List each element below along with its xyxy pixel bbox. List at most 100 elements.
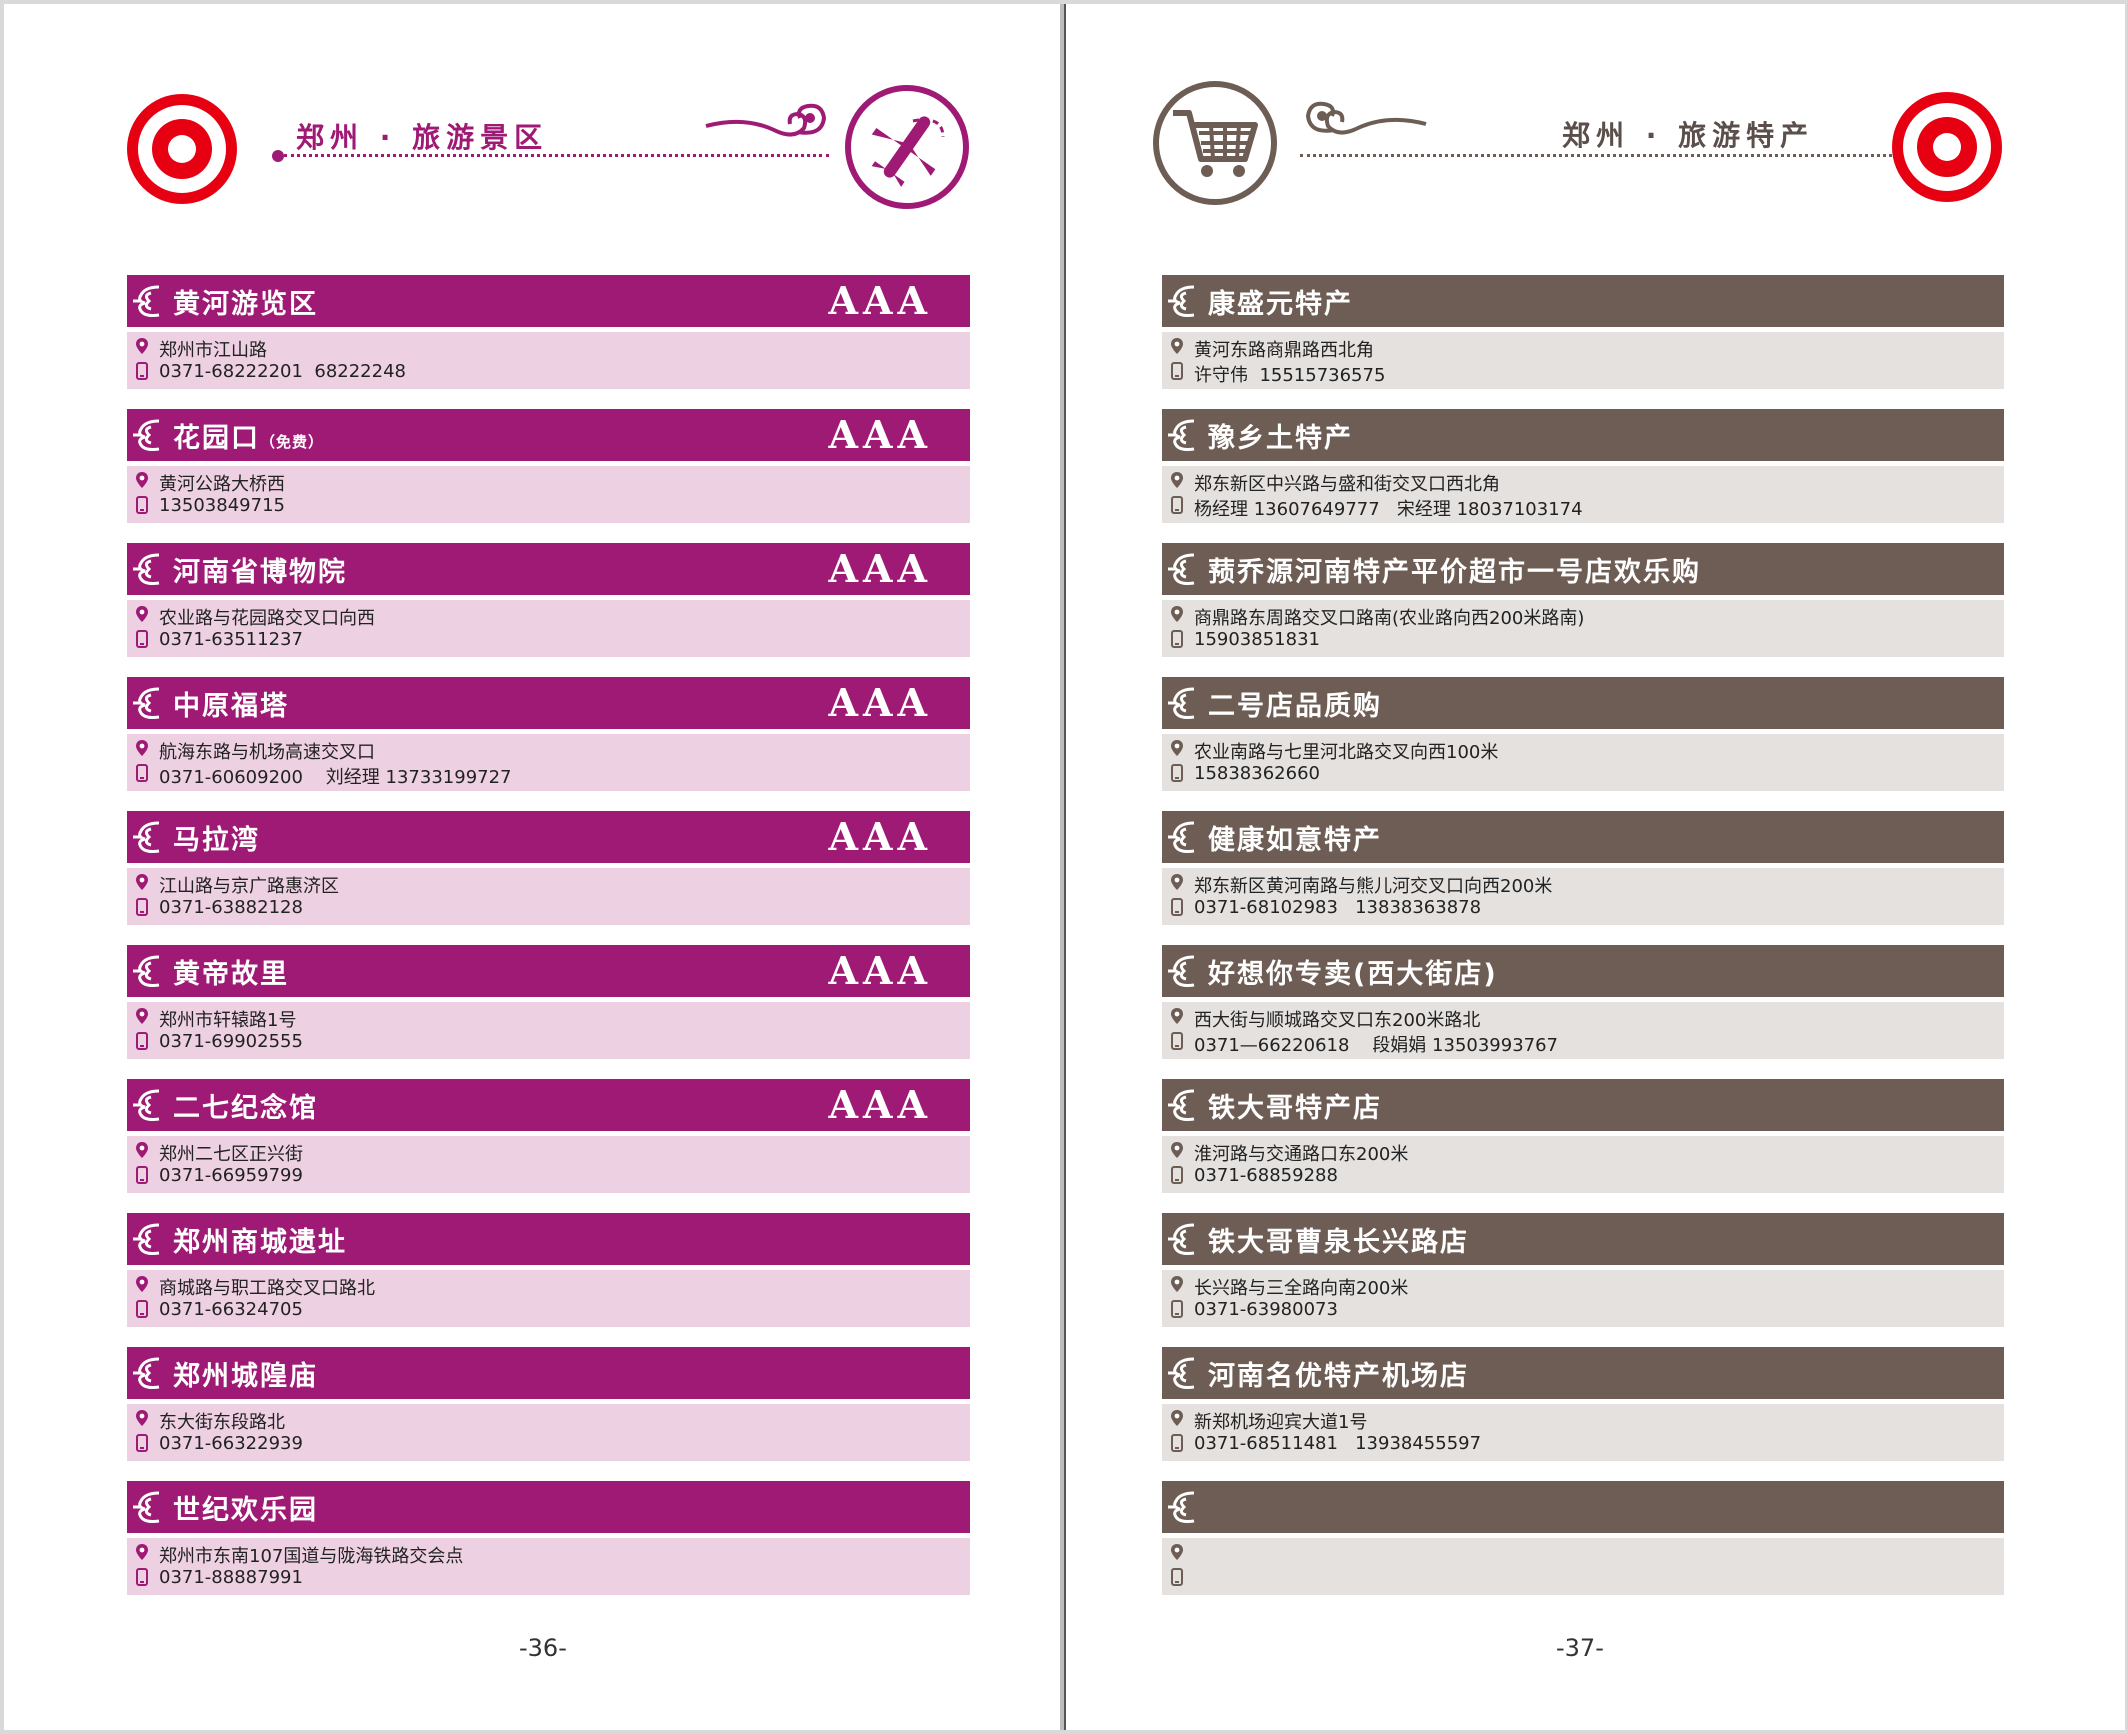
address-text: 东大街东段路北	[159, 1412, 285, 1433]
listing-name: 康盛元特产	[1208, 289, 1353, 320]
location-pin-icon	[1171, 606, 1183, 622]
location-pin-icon	[136, 1544, 148, 1560]
mobile-phone-icon	[1171, 496, 1183, 514]
listing-entry: 世纪欢乐园 郑州市东南107国道与陇海铁路交会点 0371-88887991	[127, 1481, 970, 1615]
location-pin-icon	[1171, 472, 1183, 488]
listing-name: 铁大哥曹泉长兴路店	[1208, 1227, 1469, 1258]
listing-title-bar: 二七纪念馆 AAA	[127, 1079, 970, 1131]
address-text: 江山路与京广路惠济区	[159, 876, 339, 897]
left-header-title: 郑州 · 旅游景区	[296, 121, 549, 154]
listing-info: 郑东新区中兴路与盛和街交叉口西北角 杨经理 13607649777 宋经理 180…	[1162, 466, 2004, 523]
phone-text: 13503849715	[159, 495, 285, 516]
chinese-knot-icon	[1168, 419, 1195, 451]
rating-badge: AAA	[828, 1082, 932, 1127]
listing-info: 黄河东路商鼎路西北角 许守伟 15515736575	[1162, 332, 2004, 389]
chinese-knot-icon	[1168, 285, 1195, 317]
listing-entry: 郑州城隍庙 东大街东段路北 0371-66322939	[127, 1347, 970, 1481]
mobile-phone-icon	[1171, 1434, 1183, 1452]
listing-entry: 花园口（免费） AAA 黄河公路大桥西 13503849715	[127, 409, 970, 543]
listing-name: 二号店品质购	[1208, 691, 1382, 722]
cloud-ornament-icon	[705, 103, 827, 137]
mobile-phone-icon	[1171, 898, 1183, 916]
book-spine	[1060, 4, 1064, 1730]
chinese-knot-icon	[133, 1223, 160, 1255]
listing-title-bar: 铁大哥特产店	[1162, 1079, 2004, 1131]
listing-title-bar: 世纪欢乐园	[127, 1481, 970, 1533]
listing-info: 淮河路与交通路口东200米 0371-68859288	[1162, 1136, 2004, 1193]
header-dotted-line	[1300, 154, 1910, 157]
rating-badge: AAA	[828, 948, 932, 993]
listing-entry: 中原福塔 AAA 航海东路与机场高速交叉口 0371-60609200 刘经理 137…	[127, 677, 970, 811]
listing-info: 商鼎路东周路交叉口路南(农业路向西200米路南) 15903851831	[1162, 600, 2004, 657]
chinese-knot-icon	[1168, 553, 1195, 585]
phone-text: 0371-68511481 13938455597	[1194, 1433, 1482, 1454]
phone-text: 15903851831	[1194, 629, 1320, 650]
mobile-phone-icon	[136, 1434, 148, 1452]
mobile-phone-icon	[1171, 1300, 1183, 1318]
listing-entry: 郑州商城遗址 商城路与职工路交叉口路北 0371-66324705	[127, 1213, 970, 1347]
listing-title-bar: 铁大哥曹泉长兴路店	[1162, 1213, 2004, 1265]
listing-title-bar: 黄河游览区 AAA	[127, 275, 970, 327]
listing-title-bar: 蓣乔源河南特产平价超市一号店欢乐购	[1162, 543, 2004, 595]
listing-name: 二七纪念馆	[173, 1093, 318, 1124]
address-text: 商鼎路东周路交叉口路南(农业路向西200米路南)	[1194, 608, 1585, 629]
address-text: 郑东新区黄河南路与熊儿河交叉口向西200米	[1194, 876, 1553, 897]
listing-title-bar: 马拉湾 AAA	[127, 811, 970, 863]
chinese-knot-icon	[1168, 1491, 1195, 1523]
address-text: 西大街与顺城路交叉口东200米路北	[1194, 1010, 1481, 1031]
listing-info	[1162, 1538, 2004, 1595]
mobile-phone-icon	[136, 1568, 148, 1586]
listing-name: 黄帝故里	[173, 959, 289, 990]
address-text: 黄河东路商鼎路西北角	[1194, 340, 1374, 361]
location-pin-icon	[1171, 1276, 1183, 1292]
listing-title-bar	[1162, 1481, 2004, 1533]
listing-entry: 健康如意特产 郑东新区黄河南路与熊儿河交叉口向西200米 0371-68102983…	[1162, 811, 2004, 945]
location-pin-icon	[136, 1008, 148, 1024]
chinese-knot-icon	[133, 285, 160, 317]
mobile-phone-icon	[1171, 1032, 1183, 1050]
address-text: 淮河路与交通路口东200米	[1194, 1144, 1409, 1165]
mobile-phone-icon	[136, 1300, 148, 1318]
address-text: 郑州市江山路	[159, 340, 267, 361]
listing-entry: 二号店品质购 农业南路与七里河北路交叉向西100米 15838362660	[1162, 677, 2004, 811]
listing-entry: 蓣乔源河南特产平价超市一号店欢乐购 商鼎路东周路交叉口路南(农业路向西200米路南…	[1162, 543, 2004, 677]
location-pin-icon	[136, 472, 148, 488]
chinese-knot-icon	[133, 419, 160, 451]
chinese-knot-icon	[1168, 687, 1195, 719]
mobile-phone-icon	[136, 898, 148, 916]
listing-info: 郑州市轩辕路1号 0371-69902555	[127, 1002, 970, 1059]
phone-text: 0371-60609200 刘经理 13733199727	[159, 767, 512, 788]
listing-info: 郑州市江山路 0371-68222201 68222248	[127, 332, 970, 389]
listing-entry: 马拉湾 AAA 江山路与京广路惠济区 0371-63882128	[127, 811, 970, 945]
location-pin-icon	[136, 740, 148, 756]
listing-entry: 铁大哥特产店 淮河路与交通路口东200米 0371-68859288	[1162, 1079, 2004, 1213]
mobile-phone-icon	[136, 1032, 148, 1050]
chinese-knot-icon	[1168, 1089, 1195, 1121]
listing-name: 黄河游览区	[173, 289, 318, 320]
rating-badge: AAA	[828, 680, 932, 725]
listing-name: 河南省博物院	[173, 557, 347, 588]
listing-info: 农业路与花园路交叉口向西 0371-63511237	[127, 600, 970, 657]
mobile-phone-icon	[1171, 1166, 1183, 1184]
listing-name: 马拉湾	[173, 825, 260, 856]
page-number: -36-	[519, 1634, 567, 1662]
listing-info: 江山路与京广路惠济区 0371-63882128	[127, 868, 970, 925]
mobile-phone-icon	[136, 764, 148, 782]
phone-text: 0371—66220618 段娟娟 13503993767	[1194, 1035, 1559, 1056]
location-pin-icon	[136, 606, 148, 622]
listing-name: 好想你专卖(西大街店)	[1208, 959, 1498, 990]
listing-title-bar: 河南省博物院 AAA	[127, 543, 970, 595]
listing-title-bar: 豫乡土特产	[1162, 409, 2004, 461]
location-pin-icon	[1171, 1142, 1183, 1158]
address-text: 商城路与职工路交叉口路北	[159, 1278, 375, 1299]
phone-text: 0371-63882128	[159, 897, 303, 918]
location-pin-icon	[1171, 1008, 1183, 1024]
association-logo	[1892, 92, 2002, 202]
right-page: 郑州 · 旅游特产 康盛元特产 黄河东路商鼎路西北角 许守伟 15515736575…	[1064, 4, 2125, 1730]
location-pin-icon	[136, 874, 148, 890]
listing-info: 西大街与顺城路交叉口东200米路北 0371—66220618 段娟娟 13503…	[1162, 1002, 2004, 1059]
listing-title-bar: 花园口（免费） AAA	[127, 409, 970, 461]
listing-title-bar: 黄帝故里 AAA	[127, 945, 970, 997]
rating-badge: AAA	[828, 814, 932, 859]
listing-name: 健康如意特产	[1208, 825, 1382, 856]
